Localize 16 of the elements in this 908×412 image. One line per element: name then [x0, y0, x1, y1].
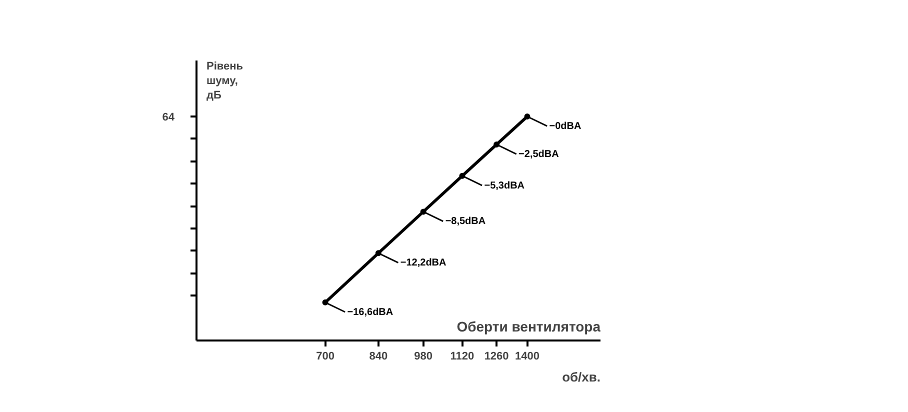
- y-axis-title: Рівень шуму, дБ: [206, 60, 244, 102]
- x-tick-label: 700: [316, 350, 334, 362]
- data-label: −0dBA: [549, 121, 582, 132]
- data-label: −16,6dBA: [347, 306, 394, 318]
- x-tick-label: 840: [369, 350, 388, 362]
- x-tick-label: 1260: [484, 350, 509, 362]
- text: об/хв.: [562, 370, 601, 384]
- x-axis-title: Оберти вентилятора: [456, 318, 601, 334]
- data-label: −12,2dBA: [400, 258, 446, 269]
- data-label: −2,5dBA: [518, 149, 559, 160]
- x-tick-label: 1120: [450, 350, 474, 362]
- x-tick-label: 1400: [515, 350, 540, 362]
- text: 64: [162, 112, 176, 124]
- data-label: −8,5dBA: [445, 216, 486, 228]
- x-tick-label: 980: [414, 350, 432, 362]
- data-label: −5,3dBA: [484, 180, 525, 192]
